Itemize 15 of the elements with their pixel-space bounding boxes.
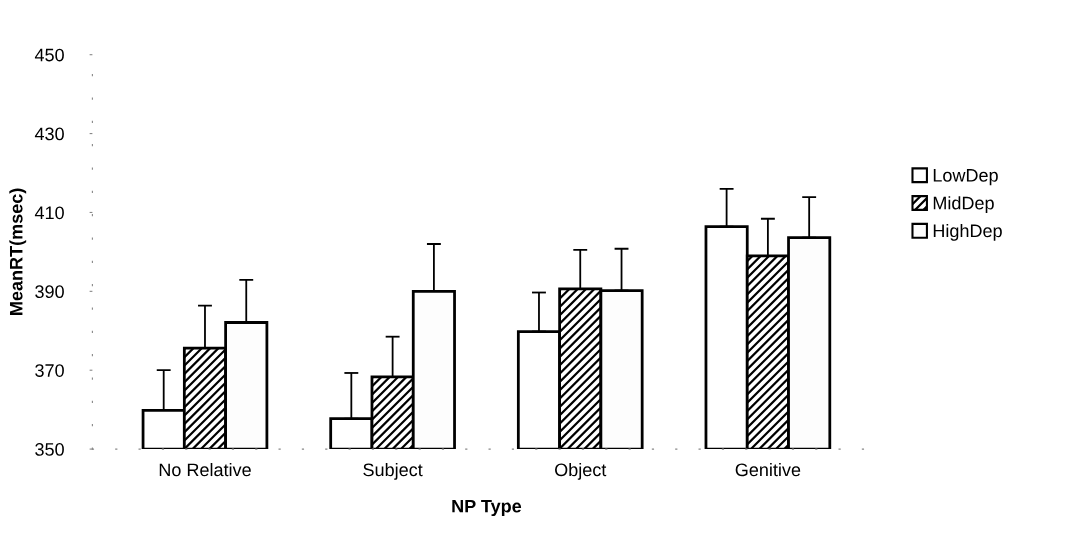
y-tick-label: 350 — [35, 443, 64, 456]
y-tick-label: 430 — [34, 127, 64, 141]
x-axis-title: NP Type — [452, 499, 522, 517]
y-tick-label: 370 — [35, 364, 64, 377]
y-axis-title: MeanRT(msec) — [9, 188, 27, 315]
x-tick-label: Genitive — [735, 462, 801, 477]
y-tick-label: 450 — [34, 48, 64, 62]
y-tick-label: 390 — [35, 285, 64, 299]
legend-label: LowDep — [933, 169, 998, 186]
x-tick-label: Subject — [363, 462, 423, 480]
y-tick-label: 410 — [34, 206, 64, 220]
legend-label: HighDep — [933, 223, 1002, 241]
x-tick-label: Object — [555, 462, 607, 480]
legend-label: MidDep — [933, 196, 994, 214]
x-tick-label: No Relative — [159, 462, 251, 477]
